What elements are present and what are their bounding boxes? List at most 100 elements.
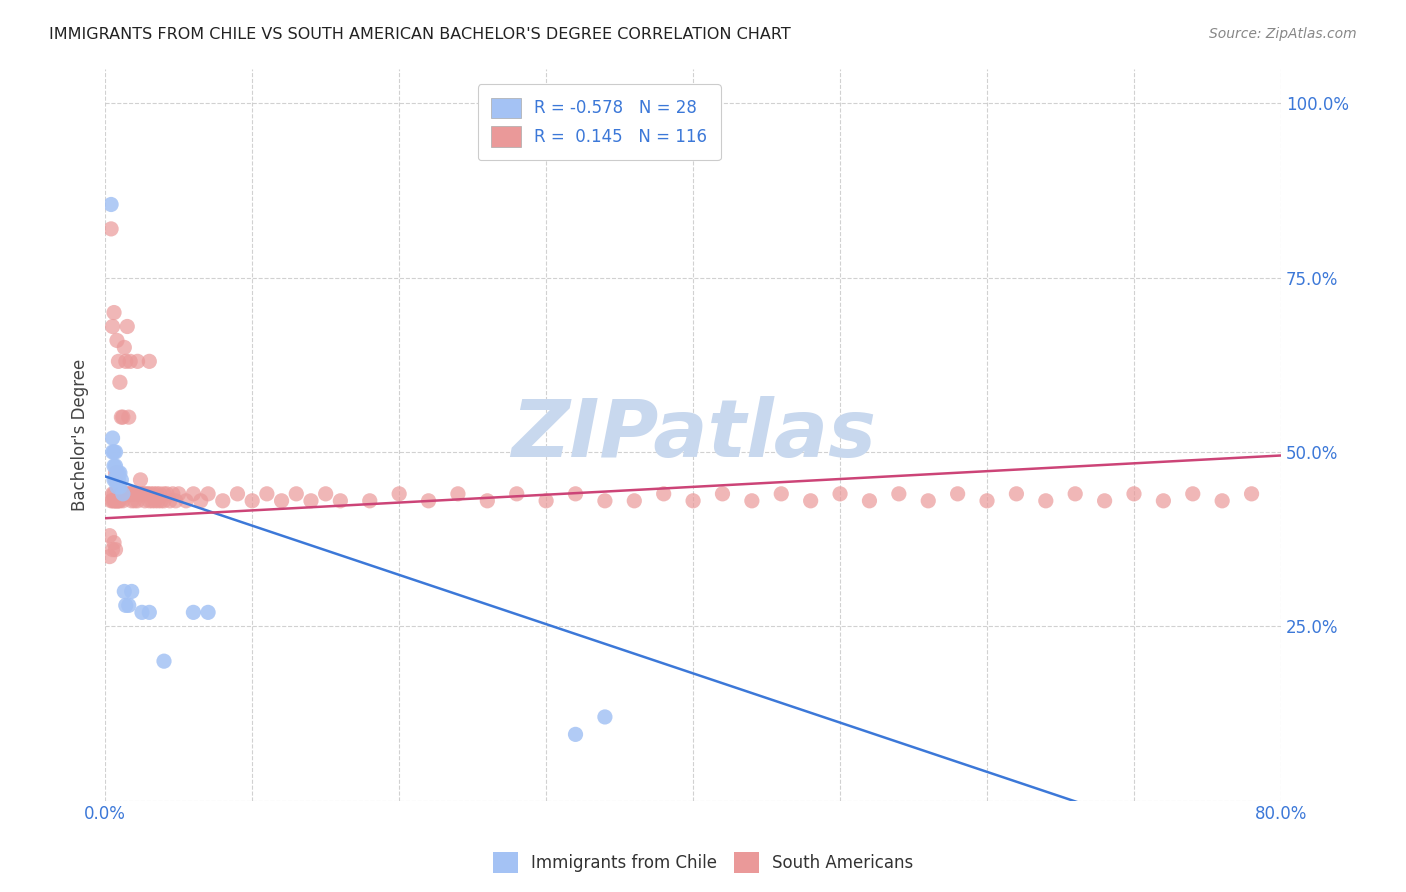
Point — [153, 493, 176, 508]
Point — [858, 493, 880, 508]
Point — [138, 354, 160, 368]
Point — [167, 487, 190, 501]
Point — [593, 493, 616, 508]
Point — [976, 493, 998, 508]
Point — [107, 354, 129, 368]
Point — [110, 410, 132, 425]
Point — [117, 319, 139, 334]
Point — [131, 487, 153, 501]
Point — [105, 480, 128, 494]
Point — [153, 487, 176, 501]
Point — [183, 487, 205, 501]
Point — [146, 493, 169, 508]
Point — [946, 487, 969, 501]
Text: Source: ZipAtlas.com: Source: ZipAtlas.com — [1209, 27, 1357, 41]
Point — [593, 710, 616, 724]
Point — [110, 473, 132, 487]
Point — [103, 473, 125, 487]
Point — [124, 487, 146, 501]
Point — [770, 487, 793, 501]
Point — [120, 487, 142, 501]
Point — [112, 340, 135, 354]
Point — [107, 473, 129, 487]
Point — [1035, 493, 1057, 508]
Point — [103, 305, 125, 319]
Point — [142, 487, 165, 501]
Point — [197, 606, 219, 620]
Point — [121, 487, 143, 501]
Legend: R = -0.578   N = 28, R =  0.145   N = 116: R = -0.578 N = 28, R = 0.145 N = 116 — [478, 84, 720, 160]
Point — [124, 493, 146, 508]
Point — [118, 599, 141, 613]
Point — [103, 458, 125, 473]
Point — [299, 493, 322, 508]
Point — [800, 493, 823, 508]
Point — [108, 376, 131, 390]
Point — [105, 334, 128, 348]
Point — [100, 197, 122, 211]
Point — [143, 493, 166, 508]
Point — [887, 487, 910, 501]
Point — [506, 487, 529, 501]
Legend: Immigrants from Chile, South Americans: Immigrants from Chile, South Americans — [486, 846, 920, 880]
Point — [103, 487, 125, 501]
Point — [104, 458, 127, 473]
Point — [103, 535, 125, 549]
Point — [101, 487, 124, 501]
Point — [183, 606, 205, 620]
Point — [128, 487, 150, 501]
Point — [112, 584, 135, 599]
Point — [98, 549, 121, 564]
Point — [1240, 487, 1263, 501]
Point — [104, 542, 127, 557]
Point — [114, 354, 136, 368]
Point — [1005, 487, 1028, 501]
Point — [1211, 493, 1233, 508]
Point — [136, 487, 159, 501]
Point — [104, 473, 127, 487]
Point — [104, 493, 127, 508]
Point — [98, 529, 121, 543]
Point — [1094, 493, 1116, 508]
Point — [197, 487, 219, 501]
Point — [741, 493, 763, 508]
Point — [101, 445, 124, 459]
Point — [211, 493, 233, 508]
Point — [118, 410, 141, 425]
Point — [105, 466, 128, 480]
Point — [564, 487, 586, 501]
Point — [652, 487, 675, 501]
Point — [145, 487, 167, 501]
Point — [564, 727, 586, 741]
Point — [118, 487, 141, 501]
Point — [101, 431, 124, 445]
Point — [112, 487, 135, 501]
Point — [108, 493, 131, 508]
Point — [127, 354, 149, 368]
Point — [141, 493, 163, 508]
Point — [114, 487, 136, 501]
Point — [162, 487, 184, 501]
Point — [114, 599, 136, 613]
Point — [1064, 487, 1087, 501]
Point — [139, 487, 162, 501]
Point — [174, 493, 197, 508]
Point — [828, 487, 851, 501]
Point — [226, 487, 249, 501]
Point — [104, 473, 127, 487]
Point — [103, 493, 125, 508]
Point — [156, 487, 179, 501]
Point — [108, 480, 131, 494]
Point — [101, 542, 124, 557]
Point — [101, 493, 124, 508]
Point — [315, 487, 337, 501]
Point — [100, 222, 122, 236]
Point — [104, 466, 127, 480]
Point — [101, 319, 124, 334]
Point — [135, 487, 157, 501]
Point — [122, 487, 145, 501]
Point — [534, 493, 557, 508]
Point — [418, 493, 440, 508]
Point — [104, 445, 127, 459]
Point — [329, 493, 352, 508]
